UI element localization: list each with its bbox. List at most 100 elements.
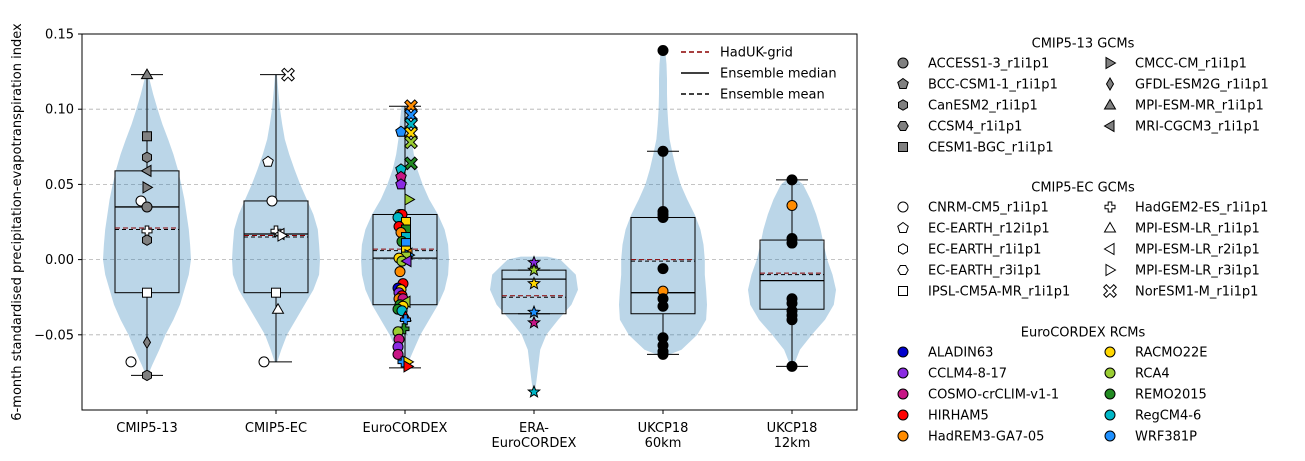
side-legends: CMIP5-13 GCMs ACCESS1-3_r1i1p1 BCC-CSM1-1_… — [897, 37, 1269, 445]
data-point — [526, 315, 542, 329]
x-tick-label: CMIP5-13 — [116, 421, 177, 436]
legend-label: RACMO22E — [1135, 346, 1207, 361]
data-point — [142, 151, 152, 164]
legend-label: BCC-CSM1-1_r1i1p1 — [928, 78, 1058, 93]
legend-title: CMIP5-EC GCMs — [1031, 181, 1135, 196]
data-point — [657, 348, 669, 360]
legend-label: ALADIN63 — [928, 346, 993, 361]
legend-label: COSMO-crCLIM-v1-1 — [928, 388, 1059, 403]
legend-marker — [897, 121, 909, 131]
legend-label: HadREM3-GA7-05 — [928, 430, 1044, 445]
x-tick-label: 60km — [645, 436, 682, 451]
axes: −0.05 0.00 0.05 0.10 0.15 CMIP5-13 CMIP5-EC Eur… — [34, 28, 817, 452]
legend-marker — [897, 265, 909, 275]
legend-title: CMIP5-13 GCMs — [1032, 37, 1135, 52]
legend-label: NorESM1-M_r1i1p1 — [1135, 285, 1258, 300]
data-point — [142, 131, 152, 142]
y-tick-label: −0.05 — [34, 328, 74, 343]
x-tick-label: EuroCORDEX — [363, 421, 448, 436]
data-point — [140, 164, 152, 178]
data-point — [141, 201, 153, 213]
x-tick-label: EuroCORDEX — [492, 436, 577, 451]
legend-label: HadGEM2-ES_r1i1p1 — [1135, 201, 1268, 216]
legend-marker — [1104, 346, 1116, 358]
data-point — [400, 254, 412, 268]
data-point — [271, 287, 281, 298]
legend-marker — [898, 142, 908, 152]
y-axis-label: 6-month standardised precipitation-evapo… — [10, 23, 25, 421]
legend-marker — [1103, 221, 1117, 233]
legend-label: CMCC-CM_r1i1p1 — [1135, 57, 1247, 72]
data-point — [140, 68, 154, 80]
model-points — [125, 45, 798, 398]
legend-title: EuroCORDEX RCMs — [1021, 326, 1146, 341]
x-tick-label: UKCP18 — [767, 421, 818, 436]
data-point — [281, 67, 295, 82]
data-point — [657, 211, 669, 223]
legend-marker — [1104, 388, 1116, 400]
data-point — [403, 360, 415, 373]
legend-marker — [1104, 201, 1116, 213]
gridlines — [82, 108, 857, 336]
y-tick-label: 0.05 — [45, 178, 74, 193]
legend-group: CMIP5-EC GCMs CNRM-CM5_r1i1p1 EC-EARTH_r12… — [897, 181, 1268, 300]
data-point — [266, 195, 278, 207]
violin — [232, 74, 320, 362]
legend-marker — [897, 221, 909, 233]
legend-marker — [898, 99, 908, 111]
data-point — [526, 304, 542, 319]
data-point — [657, 45, 669, 57]
legend-label: CESM1-BGC_r1i1p1 — [928, 141, 1054, 156]
legend-marker — [897, 77, 909, 89]
data-point — [262, 155, 274, 167]
legend-group: CMIP5-13 GCMs ACCESS1-3_r1i1p1 BCC-CSM1-1_… — [897, 37, 1269, 156]
data-point — [786, 174, 798, 186]
legend-marker — [898, 243, 908, 255]
legend-marker — [1105, 56, 1117, 70]
legend-label: HIRHAM5 — [928, 409, 989, 424]
y-tick-label: 0.10 — [45, 103, 74, 118]
data-point — [142, 287, 152, 298]
legend-label: RegCM4-6 — [1135, 409, 1201, 424]
inner-legend: HadUK-grid Ensemble median Ensemble mean — [681, 46, 837, 103]
legend-group: EuroCORDEX RCMs ALADIN63 CCLM4-8-17 COSMO-c… — [897, 326, 1207, 445]
x-tick-label: ERA- — [519, 421, 549, 436]
data-point — [786, 360, 798, 372]
legend-marker — [1103, 119, 1115, 133]
x-tick-label: UKCP18 — [638, 421, 689, 436]
legend-label: Ensemble mean — [720, 88, 825, 103]
legend-marker — [1104, 367, 1116, 379]
legend-label: MPI-ESM-LR_r3i1p1 — [1135, 264, 1260, 279]
data-point — [142, 369, 152, 382]
legend-label: CCSM4_r1i1p1 — [928, 120, 1022, 135]
data-point — [400, 314, 411, 326]
y-tick-label: 0.15 — [45, 28, 74, 43]
legend-label: MPI-ESM-LR_r1i1p1 — [1135, 222, 1260, 237]
x-tick-label: 12km — [774, 436, 811, 451]
legend-marker — [1105, 77, 1115, 91]
legend-label: MPI-ESM-LR_r2i1p1 — [1135, 243, 1260, 258]
legend-label: REMO2015 — [1135, 388, 1207, 403]
data-point — [786, 237, 798, 249]
y-tick-label: 0.00 — [45, 253, 74, 268]
legend-marker — [1104, 430, 1116, 442]
data-point — [657, 145, 669, 157]
legend-marker — [897, 57, 909, 69]
data-point — [258, 356, 270, 368]
data-point — [404, 135, 418, 150]
legend-label: GFDL-ESM2G_r1i1p1 — [1135, 78, 1269, 93]
legend-label: EC-EARTH_r12i1p1 — [928, 222, 1050, 237]
legend-marker — [1104, 409, 1116, 421]
legend-label: WRF381P — [1135, 430, 1197, 445]
legend-marker — [897, 201, 909, 213]
data-point — [404, 156, 418, 171]
boxplots — [114, 74, 825, 376]
legend-marker — [897, 388, 909, 400]
data-point — [786, 314, 798, 326]
legend-label: CNRM-CM5_r1i1p1 — [928, 201, 1049, 216]
legend-marker — [1103, 98, 1117, 110]
legend-label: RCA4 — [1135, 367, 1170, 382]
legend-label: MRI-CGCM3_r1i1p1 — [1135, 120, 1260, 135]
violin — [103, 74, 191, 376]
